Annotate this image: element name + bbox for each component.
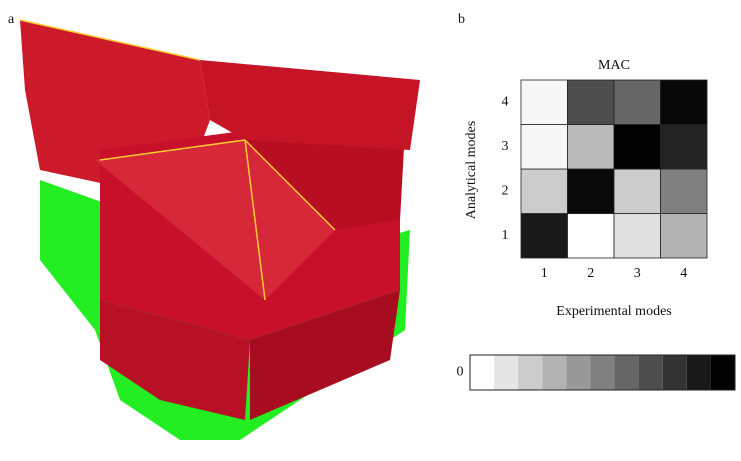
colorbar-swatch — [494, 355, 518, 390]
colorbar-swatch — [542, 355, 566, 390]
heatmap-cell — [661, 125, 708, 170]
heatmap-cell — [614, 80, 661, 125]
colorbar-swatch — [518, 355, 542, 390]
colorbar-swatch — [615, 355, 639, 390]
x-tick-label: 1 — [541, 266, 548, 281]
heatmap-cell — [614, 169, 661, 214]
chart-title: MAC — [598, 58, 630, 73]
heatmap-cell — [661, 169, 708, 214]
heatmap-cell — [521, 169, 568, 214]
heatmap-cell — [568, 169, 615, 214]
heatmap-cell — [661, 80, 708, 125]
x-tick-label: 4 — [680, 266, 687, 281]
heatmap-cell — [568, 80, 615, 125]
colorbar-swatch — [566, 355, 590, 390]
colorbar-swatch — [590, 355, 614, 390]
heatmap-cell — [568, 214, 615, 259]
colorbar-tick-label: 0 — [457, 365, 464, 380]
colorbar-swatch — [639, 355, 663, 390]
y-axis-label: Analytical modes — [464, 121, 479, 219]
heatmap-cell — [661, 214, 708, 259]
x-axis-label: Experimental modes — [556, 304, 671, 319]
building-model — [20, 20, 420, 440]
colorbar-swatch — [687, 355, 711, 390]
colorbar-swatch — [663, 355, 687, 390]
colorbar-swatch — [470, 355, 494, 390]
heatmap-cell — [521, 125, 568, 170]
panel-label: a — [8, 12, 15, 27]
y-tick-label: 1 — [502, 228, 509, 243]
heatmap-cell — [614, 125, 661, 170]
panel-label: b — [458, 12, 465, 27]
figure: a b MAC Experimental modes Analytical mo… — [0, 0, 741, 456]
x-tick-label: 3 — [634, 266, 641, 281]
heatmap-cell — [521, 214, 568, 259]
y-tick-label: 4 — [502, 94, 509, 109]
colorbar-swatch — [711, 355, 735, 390]
heatmap-cell — [521, 80, 568, 125]
heatmap-cell — [568, 125, 615, 170]
y-tick-label: 3 — [502, 139, 509, 154]
x-tick-label: 2 — [587, 266, 594, 281]
heatmap-cell — [614, 214, 661, 259]
y-tick-label: 2 — [502, 183, 509, 198]
